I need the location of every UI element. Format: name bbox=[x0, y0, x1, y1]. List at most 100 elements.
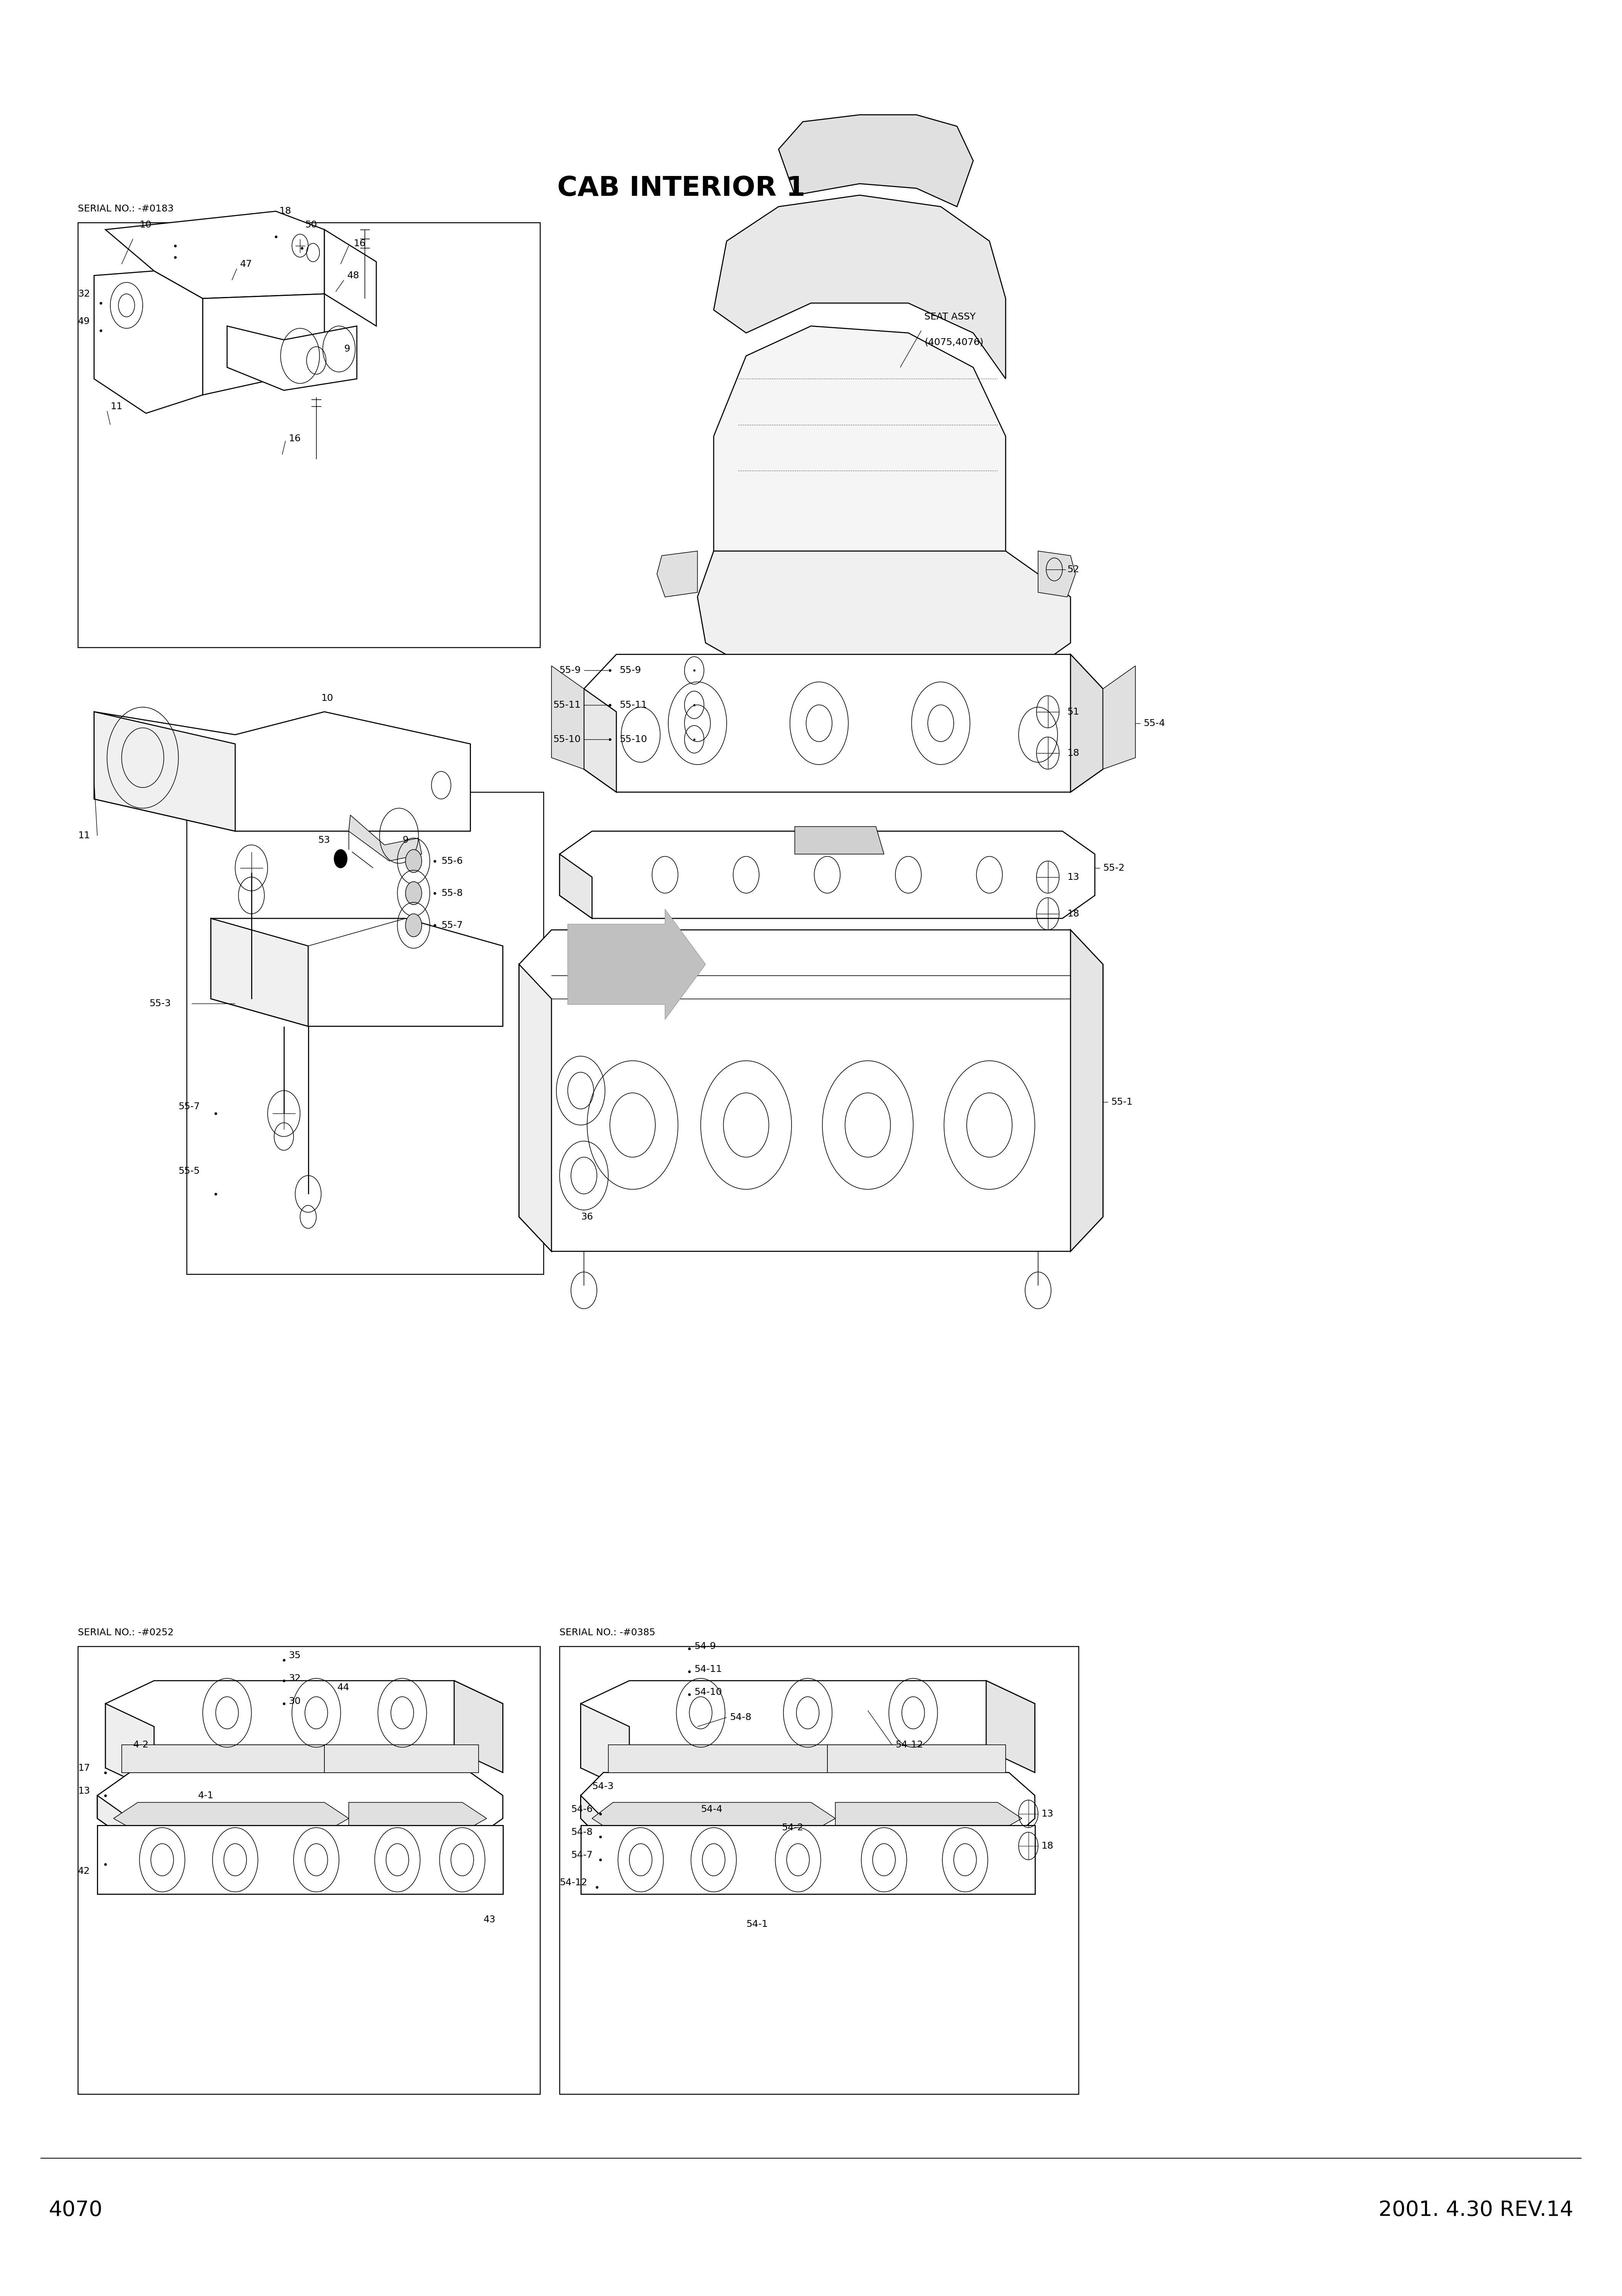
Polygon shape bbox=[560, 831, 1095, 918]
Text: 16: 16 bbox=[289, 434, 302, 443]
Polygon shape bbox=[1071, 930, 1103, 1251]
Text: 53: 53 bbox=[318, 836, 329, 845]
Text: 55-1: 55-1 bbox=[1111, 1097, 1132, 1107]
Text: 55-11: 55-11 bbox=[553, 700, 581, 709]
Text: 54-6: 54-6 bbox=[571, 1805, 592, 1814]
Polygon shape bbox=[519, 930, 1103, 1251]
Text: 54-7: 54-7 bbox=[571, 1851, 592, 1860]
Polygon shape bbox=[94, 271, 203, 413]
Text: 36: 36 bbox=[581, 1212, 594, 1221]
Text: 54-12: 54-12 bbox=[895, 1740, 923, 1750]
Text: 50: 50 bbox=[305, 220, 316, 230]
Text: 55-10: 55-10 bbox=[620, 735, 647, 744]
Text: 18: 18 bbox=[1041, 1841, 1054, 1851]
Polygon shape bbox=[657, 551, 697, 597]
Polygon shape bbox=[551, 666, 584, 769]
Polygon shape bbox=[779, 115, 973, 207]
Text: 54-12: 54-12 bbox=[560, 1878, 587, 1887]
Polygon shape bbox=[211, 918, 503, 1026]
Polygon shape bbox=[560, 854, 592, 918]
Polygon shape bbox=[324, 230, 376, 326]
Bar bbox=[78, 223, 540, 647]
Polygon shape bbox=[714, 195, 1006, 379]
Polygon shape bbox=[581, 1825, 1035, 1894]
Polygon shape bbox=[1103, 666, 1135, 769]
Text: 55-6: 55-6 bbox=[441, 856, 462, 866]
Polygon shape bbox=[211, 918, 308, 1026]
Polygon shape bbox=[349, 815, 422, 861]
Polygon shape bbox=[835, 1802, 1022, 1832]
Text: 11: 11 bbox=[78, 831, 89, 840]
Text: 54-10: 54-10 bbox=[694, 1688, 722, 1697]
Text: 55-9: 55-9 bbox=[560, 666, 581, 675]
Text: 49: 49 bbox=[78, 317, 91, 326]
Polygon shape bbox=[105, 1681, 503, 1768]
Text: 48: 48 bbox=[347, 271, 360, 280]
Polygon shape bbox=[97, 1825, 503, 1894]
Text: 10: 10 bbox=[321, 693, 333, 703]
Polygon shape bbox=[714, 326, 1006, 666]
Text: 13: 13 bbox=[1041, 1809, 1053, 1818]
Text: 55-5: 55-5 bbox=[178, 1166, 200, 1176]
Text: 4-1: 4-1 bbox=[198, 1791, 214, 1800]
Text: 42: 42 bbox=[78, 1867, 91, 1876]
Text: 43: 43 bbox=[483, 1915, 496, 1924]
Text: 35: 35 bbox=[289, 1651, 300, 1660]
Polygon shape bbox=[584, 689, 616, 792]
Polygon shape bbox=[519, 964, 551, 1251]
Text: 44: 44 bbox=[337, 1683, 350, 1692]
Polygon shape bbox=[105, 1704, 154, 1791]
Circle shape bbox=[406, 914, 422, 937]
Polygon shape bbox=[105, 211, 324, 298]
Text: 17: 17 bbox=[78, 1763, 89, 1773]
Polygon shape bbox=[114, 1802, 349, 1832]
Polygon shape bbox=[227, 326, 357, 390]
Text: 54-4: 54-4 bbox=[701, 1805, 722, 1814]
Text: 2001. 4.30 REV.14: 2001. 4.30 REV.14 bbox=[1379, 2200, 1573, 2220]
Circle shape bbox=[406, 882, 422, 905]
Text: CAB INTERIOR 1: CAB INTERIOR 1 bbox=[558, 174, 805, 202]
Polygon shape bbox=[94, 712, 235, 831]
Polygon shape bbox=[592, 1802, 835, 1832]
Polygon shape bbox=[94, 712, 470, 831]
Polygon shape bbox=[122, 1745, 324, 1773]
Text: SERIAL NO.: -#0252: SERIAL NO.: -#0252 bbox=[78, 1628, 174, 1637]
Polygon shape bbox=[986, 1681, 1035, 1773]
Text: 32: 32 bbox=[289, 1674, 302, 1683]
Text: 54-8: 54-8 bbox=[571, 1828, 592, 1837]
Polygon shape bbox=[581, 1795, 603, 1841]
Polygon shape bbox=[697, 551, 1071, 666]
Text: 55-2: 55-2 bbox=[1103, 863, 1124, 872]
Text: 52: 52 bbox=[1067, 565, 1079, 574]
Polygon shape bbox=[324, 1745, 478, 1773]
Polygon shape bbox=[97, 1795, 130, 1841]
Text: 18: 18 bbox=[1067, 909, 1080, 918]
Polygon shape bbox=[97, 1773, 503, 1841]
Polygon shape bbox=[454, 1681, 503, 1773]
Text: 54-11: 54-11 bbox=[694, 1665, 722, 1674]
Text: 54-9: 54-9 bbox=[694, 1642, 715, 1651]
Polygon shape bbox=[203, 294, 324, 395]
Text: 55-3: 55-3 bbox=[149, 999, 170, 1008]
Circle shape bbox=[334, 850, 347, 868]
Polygon shape bbox=[795, 827, 884, 854]
Text: 55-4: 55-4 bbox=[1144, 719, 1165, 728]
Polygon shape bbox=[608, 1745, 827, 1773]
Text: 55-10: 55-10 bbox=[553, 735, 581, 744]
Polygon shape bbox=[1038, 551, 1075, 597]
Text: 54-3: 54-3 bbox=[592, 1782, 613, 1791]
Text: 16: 16 bbox=[354, 239, 367, 248]
Text: 4-2: 4-2 bbox=[133, 1740, 149, 1750]
Circle shape bbox=[406, 850, 422, 872]
FancyArrow shape bbox=[568, 909, 706, 1019]
Text: 30: 30 bbox=[289, 1697, 300, 1706]
Text: (4075,4076): (4075,4076) bbox=[925, 338, 983, 347]
Bar bbox=[187, 792, 543, 1274]
Text: 11: 11 bbox=[110, 402, 122, 411]
Text: 13: 13 bbox=[1067, 872, 1079, 882]
Polygon shape bbox=[584, 654, 1103, 792]
Text: 55-11: 55-11 bbox=[620, 700, 647, 709]
Text: 55-8: 55-8 bbox=[441, 889, 462, 898]
Text: 55-7: 55-7 bbox=[178, 1102, 200, 1111]
Text: 18: 18 bbox=[1067, 748, 1080, 758]
